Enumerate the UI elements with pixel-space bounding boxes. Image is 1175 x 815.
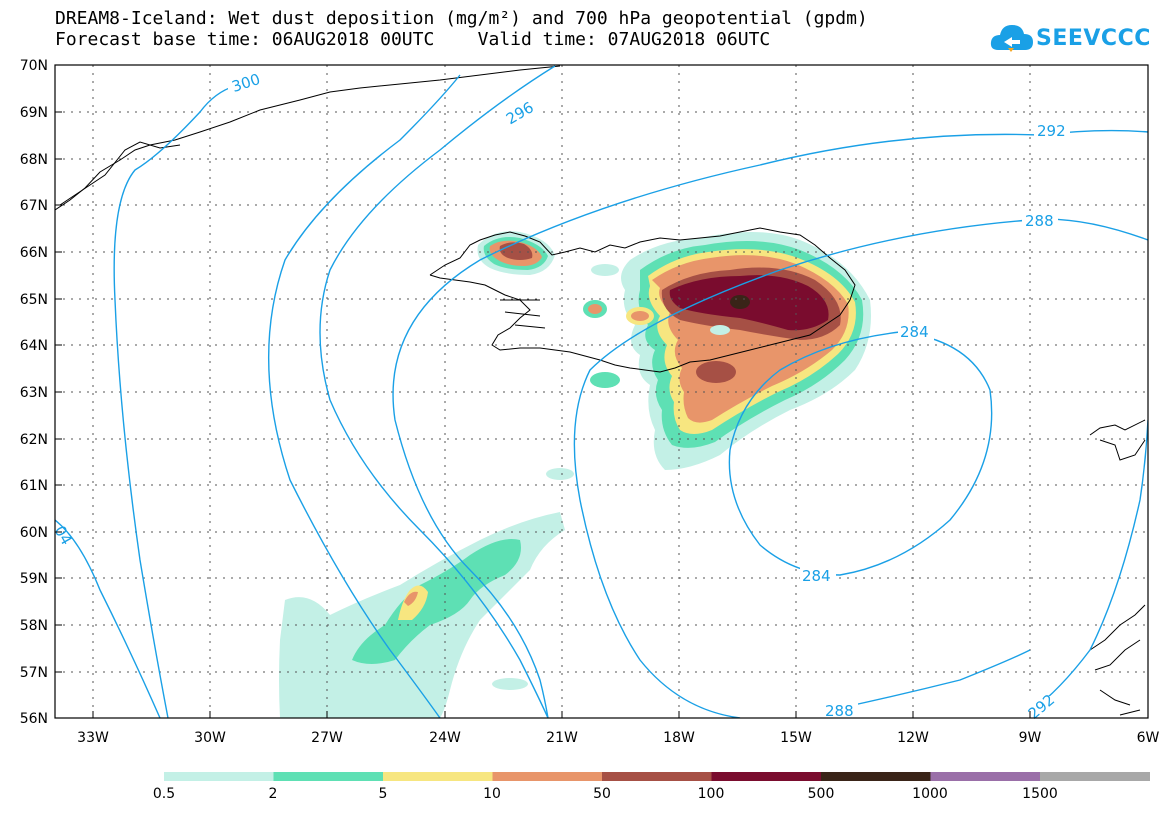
colorbar-swatch [821,772,931,781]
coastlines [55,65,1146,716]
lat-label: 62N [20,432,48,448]
contour-label-284-upper: 284 [900,323,929,341]
contour-label-288: 288 [1025,212,1054,230]
lat-label: 56N [20,711,48,727]
colorbar-label: 5 [379,786,388,802]
lat-label: 65N [20,292,48,308]
colorbar-swatch [492,772,603,781]
lat-label: 66N [20,245,48,261]
colorbar-label: 500 [808,786,835,802]
lon-label: 30W [194,730,226,746]
lat-label: 63N [20,385,48,401]
lat-label: 67N [20,198,48,214]
lat-label: 57N [20,665,48,681]
colorbar-swatch [383,772,493,781]
latitude-labels: 70N 69N 68N 67N 66N 65N 64N 63N 62N 61N … [20,58,48,727]
logo-text: SEEVCCC [1036,26,1151,51]
lat-label: 61N [20,478,48,494]
colorbar-label: 2 [269,786,278,802]
colorbar-swatch [711,772,822,781]
lat-label: 64N [20,338,48,354]
colorbar-label: 10 [483,786,501,802]
colorbar-label: 50 [593,786,611,802]
lon-label: 24W [429,730,461,746]
dust-deposition-field [279,231,871,718]
colorbar-swatch [164,772,274,781]
lon-label: 15W [780,730,812,746]
geopotential-contours [55,65,1148,718]
seevccc-logo: SEEVCCC [990,20,1160,60]
contour-label-300: 300 [230,70,263,96]
contour-label-296: 296 [503,98,537,128]
colorbar-label: 0.5 [153,786,175,802]
lat-label: 70N [20,58,48,74]
colorbar-swatch [1040,772,1150,781]
lon-label: 12W [897,730,929,746]
lon-label: 21W [546,730,578,746]
colorbar-swatch [273,772,384,781]
contour-label-partial: 04 [50,523,75,549]
colorbar-label: 1500 [1022,786,1058,802]
colorbar-labels: 0.5 2 5 10 50 100 500 1000 1500 [153,786,1058,802]
longitude-labels: 33W 30W 27W 24W 21W 18W 15W 12W 9W 6W [77,730,1159,746]
colorbar-label: 100 [698,786,725,802]
colorbar [164,772,1150,781]
map-title-line1: DREAM8-Iceland: Wet dust deposition (mg/… [55,8,868,29]
lon-label: 27W [311,730,343,746]
contour-label-284-lower: 284 [802,567,831,585]
lat-label: 58N [20,618,48,634]
contour-label-292: 292 [1037,122,1066,140]
axis-ticks [55,111,1031,718]
cloud-logo-icon [990,25,1033,52]
lat-label: 68N [20,152,48,168]
lat-label: 69N [20,105,48,121]
colorbar-swatch [602,772,712,781]
lon-label: 6W [1137,730,1160,746]
graticule [55,65,1148,718]
colorbar-label: 1000 [912,786,948,802]
lat-label: 60N [20,525,48,541]
lon-label: 33W [77,730,109,746]
lon-label: 9W [1019,730,1042,746]
contour-label-288-bottom: 288 [825,702,854,720]
lon-label: 18W [663,730,695,746]
lat-label: 59N [20,571,48,587]
map-title-line2: Forecast base time: 06AUG2018 00UTC Vali… [55,29,771,50]
colorbar-swatch [930,772,1041,781]
